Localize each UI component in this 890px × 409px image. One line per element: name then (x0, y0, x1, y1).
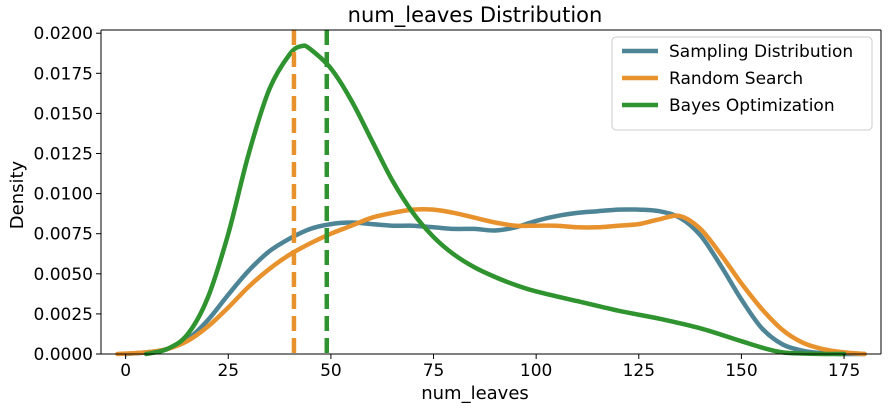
series-line-bayes-optimization (143, 43, 847, 357)
x-axis-label: num_leaves (421, 383, 529, 404)
y-tick-label: 0.0125 (34, 145, 93, 165)
legend-box (611, 36, 873, 131)
x-tick-label: 25 (217, 361, 239, 381)
legend-label-random-search: Random Search (669, 69, 803, 89)
y-tick-label: 0.0200 (34, 24, 93, 44)
plot-area: 0 25 50 75 100 125 150 175 0.0000 0.0025 0.0050 0.0… (34, 24, 882, 381)
y-tick-label: 0.0100 (34, 185, 93, 205)
series-line-random-search (115, 206, 867, 357)
legend: Sampling Distribution Random Search Bayes … (611, 36, 873, 131)
x-tick-label: 100 (520, 361, 552, 381)
y-tick-label: 0.0075 (34, 225, 93, 245)
chart-title: num_leaves Distribution (348, 3, 603, 28)
x-tick-label: 75 (423, 361, 445, 381)
y-tick-label: 0.0000 (34, 345, 93, 365)
y-axis-label: Density (7, 160, 28, 229)
y-tick-label: 0.0175 (34, 64, 93, 84)
x-tick-label: 175 (828, 361, 860, 381)
y-tick-label: 0.0050 (34, 265, 93, 285)
legend-label-bayes-optimization: Bayes Optimization (669, 96, 835, 116)
y-tick-label: 0.0025 (34, 305, 93, 325)
legend-label-sampling-distribution: Sampling Distribution (669, 42, 853, 62)
series-line-sampling-distribution (123, 207, 867, 357)
x-tick-label: 50 (320, 361, 342, 381)
x-tick-label: 125 (623, 361, 655, 381)
y-tick-label: 0.0150 (34, 104, 93, 124)
x-tick-label: 0 (120, 361, 131, 381)
x-tick-label: 150 (725, 361, 757, 381)
